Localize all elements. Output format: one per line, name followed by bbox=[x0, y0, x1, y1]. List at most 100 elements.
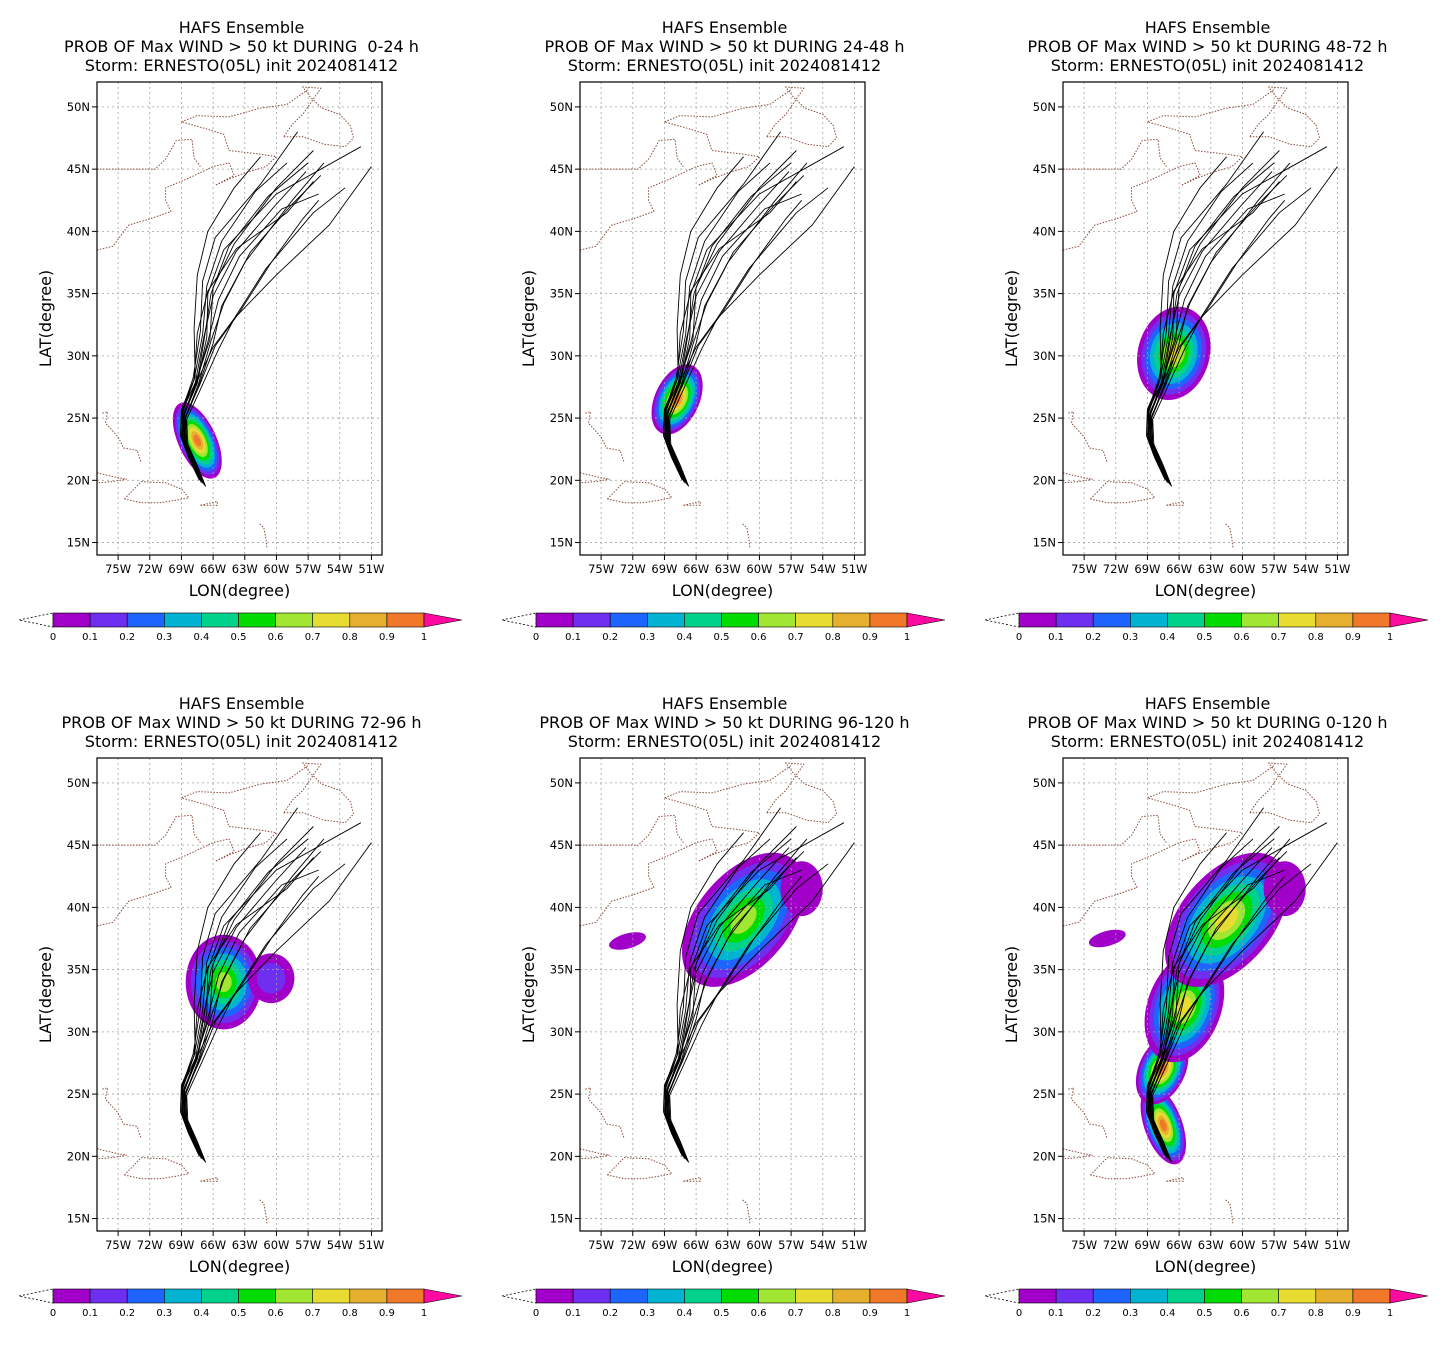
colorbar-label: 0.4 bbox=[676, 632, 692, 643]
colorbar-segment bbox=[1278, 1288, 1317, 1304]
plot-frame bbox=[579, 81, 866, 556]
colorbar-label: 0.5 bbox=[714, 1308, 730, 1319]
lon-tick-label: 66W bbox=[200, 1238, 226, 1252]
coastline-bahamas bbox=[1068, 1087, 1108, 1140]
ensemble-track bbox=[667, 876, 803, 1159]
colorbar-segment bbox=[1055, 612, 1094, 628]
ensemble-tracks bbox=[179, 807, 372, 1163]
lon-tick-label: 57W bbox=[1261, 1238, 1287, 1252]
colorbar-segment bbox=[1167, 1288, 1205, 1304]
colorbar-label: 1 bbox=[904, 632, 910, 643]
colorbar-label: 0.2 bbox=[1085, 632, 1101, 643]
lon-tick-label: 60W bbox=[1229, 562, 1255, 576]
colorbar-segment bbox=[201, 1288, 239, 1304]
lat-tick-label: 40N bbox=[67, 224, 90, 238]
colorbar-under-triangle bbox=[501, 612, 537, 628]
coastline-bahamas bbox=[585, 1087, 625, 1140]
colorbar-label: 1 bbox=[421, 632, 427, 643]
ensemble-track bbox=[665, 838, 771, 1156]
colorbar-segment bbox=[201, 612, 239, 628]
y-axis-label: LAT(degree) bbox=[1002, 946, 1021, 1043]
coastline-lesser-antilles bbox=[259, 1199, 268, 1224]
colorbar-label: 0.2 bbox=[602, 632, 618, 643]
coastline-cuba bbox=[97, 472, 127, 484]
coastline-puerto-rico bbox=[683, 500, 701, 506]
coastline-hispaniola bbox=[124, 481, 190, 504]
coastlines bbox=[580, 86, 838, 548]
lon-tick-label: 60W bbox=[746, 1238, 772, 1252]
ensemble-track bbox=[669, 187, 829, 487]
colorbar-segment bbox=[52, 1288, 91, 1304]
colorbar-label: 0.5 bbox=[714, 632, 730, 643]
ensemble-track bbox=[179, 156, 261, 478]
colorbar-over-triangle bbox=[906, 1288, 946, 1304]
lat-tick-label: 45N bbox=[67, 162, 90, 176]
colorbar-label: 1 bbox=[904, 1308, 910, 1319]
colorbar-label: 0.7 bbox=[305, 632, 321, 643]
colorbar-label: 0 bbox=[1016, 632, 1022, 643]
ensemble-track bbox=[1152, 863, 1312, 1163]
coastline-hispaniola bbox=[607, 481, 673, 504]
colorbar-segment bbox=[275, 1288, 314, 1304]
colorbar-label: 0.8 bbox=[1308, 632, 1324, 643]
x-axis-label: LON(degree) bbox=[189, 1257, 290, 1276]
ensemble-track bbox=[1149, 847, 1273, 1161]
coastline-lesser-antilles bbox=[1225, 523, 1234, 548]
lat-tick-label: 35N bbox=[67, 287, 90, 301]
coastline-cuba bbox=[97, 1148, 127, 1160]
colorbar-label: 0.6 bbox=[751, 632, 767, 643]
lon-tick-label: 72W bbox=[137, 1238, 163, 1252]
map-canvas: 15N 20N 25N 30N 35N 40N 45N 50N 75W 72W 69W 66W 63W 6… bbox=[501, 757, 946, 1319]
plot-area bbox=[1063, 758, 1348, 1231]
colorbar-segment bbox=[1055, 1288, 1094, 1304]
colorbar-label: 0.4 bbox=[1159, 1308, 1175, 1319]
lat-tick-label: 25N bbox=[67, 1087, 90, 1101]
grid bbox=[1063, 758, 1348, 1231]
lat-tick-label: 15N bbox=[67, 536, 90, 550]
lat-tick-labels: 15N 20N 25N 30N 35N 40N 45N 50N bbox=[67, 776, 97, 1226]
lon-tick-label: 72W bbox=[620, 1238, 646, 1252]
lon-tick-labels: 75W 72W 69W 66W 63W 60W 57W 54W 51W bbox=[1071, 555, 1350, 576]
ensemble-track bbox=[666, 166, 855, 482]
lat-tick-label: 40N bbox=[67, 900, 90, 914]
grid bbox=[1063, 82, 1348, 555]
lon-tick-labels: 75W 72W 69W 66W 63W 60W 57W 54W 51W bbox=[105, 1231, 384, 1252]
panel-title-line2: PROB OF Max WIND > 50 kt DURING 24-48 h bbox=[544, 37, 905, 56]
plot-frame bbox=[579, 757, 866, 1232]
colorbar-label: 0.3 bbox=[1122, 1308, 1138, 1319]
coastline-newfoundland bbox=[1249, 762, 1321, 824]
grid bbox=[580, 82, 865, 555]
colorbar-segment bbox=[1241, 1288, 1280, 1304]
colorbar-label: 0.8 bbox=[342, 1308, 358, 1319]
lon-tick-label: 72W bbox=[137, 562, 163, 576]
coastlines bbox=[1063, 762, 1321, 1224]
lat-tick-label: 20N bbox=[67, 473, 90, 487]
plot-area bbox=[1063, 82, 1348, 555]
colorbar-label: 0.8 bbox=[342, 632, 358, 643]
lon-tick-label: 72W bbox=[1103, 562, 1129, 576]
lon-tick-labels: 75W 72W 69W 66W 63W 60W 57W 54W 51W bbox=[588, 1231, 867, 1252]
panel-title-line1: HAFS Ensemble bbox=[661, 694, 788, 713]
probability-contour bbox=[256, 963, 286, 994]
panel-title-line2: PROB OF Max WIND > 50 kt DURING 0-120 h bbox=[1027, 713, 1388, 732]
colorbar-label: 1 bbox=[421, 1308, 427, 1319]
ensemble-track bbox=[1150, 876, 1286, 1159]
colorbar-label: 0.1 bbox=[1048, 632, 1064, 643]
colorbar-segment bbox=[164, 612, 202, 628]
coastline-northeast bbox=[580, 89, 792, 251]
ensemble-track bbox=[182, 162, 288, 480]
coastline-bahamas bbox=[585, 411, 625, 464]
colorbar-segment bbox=[1315, 1288, 1354, 1304]
y-axis-label: LAT(degree) bbox=[1002, 270, 1021, 367]
colorbar-label: 0.7 bbox=[305, 1308, 321, 1319]
ensemble-track bbox=[666, 171, 790, 485]
colorbar-label: 0.8 bbox=[825, 632, 841, 643]
lat-tick-label: 35N bbox=[1033, 287, 1056, 301]
probability-contour bbox=[1159, 1119, 1167, 1132]
ensemble-tracks bbox=[662, 131, 855, 487]
lon-tick-label: 63W bbox=[1198, 1238, 1224, 1252]
colorbar-label: 0.3 bbox=[1122, 632, 1138, 643]
colorbar-segment bbox=[386, 612, 425, 628]
lat-tick-label: 45N bbox=[1033, 838, 1056, 852]
lat-tick-label: 30N bbox=[67, 1025, 90, 1039]
